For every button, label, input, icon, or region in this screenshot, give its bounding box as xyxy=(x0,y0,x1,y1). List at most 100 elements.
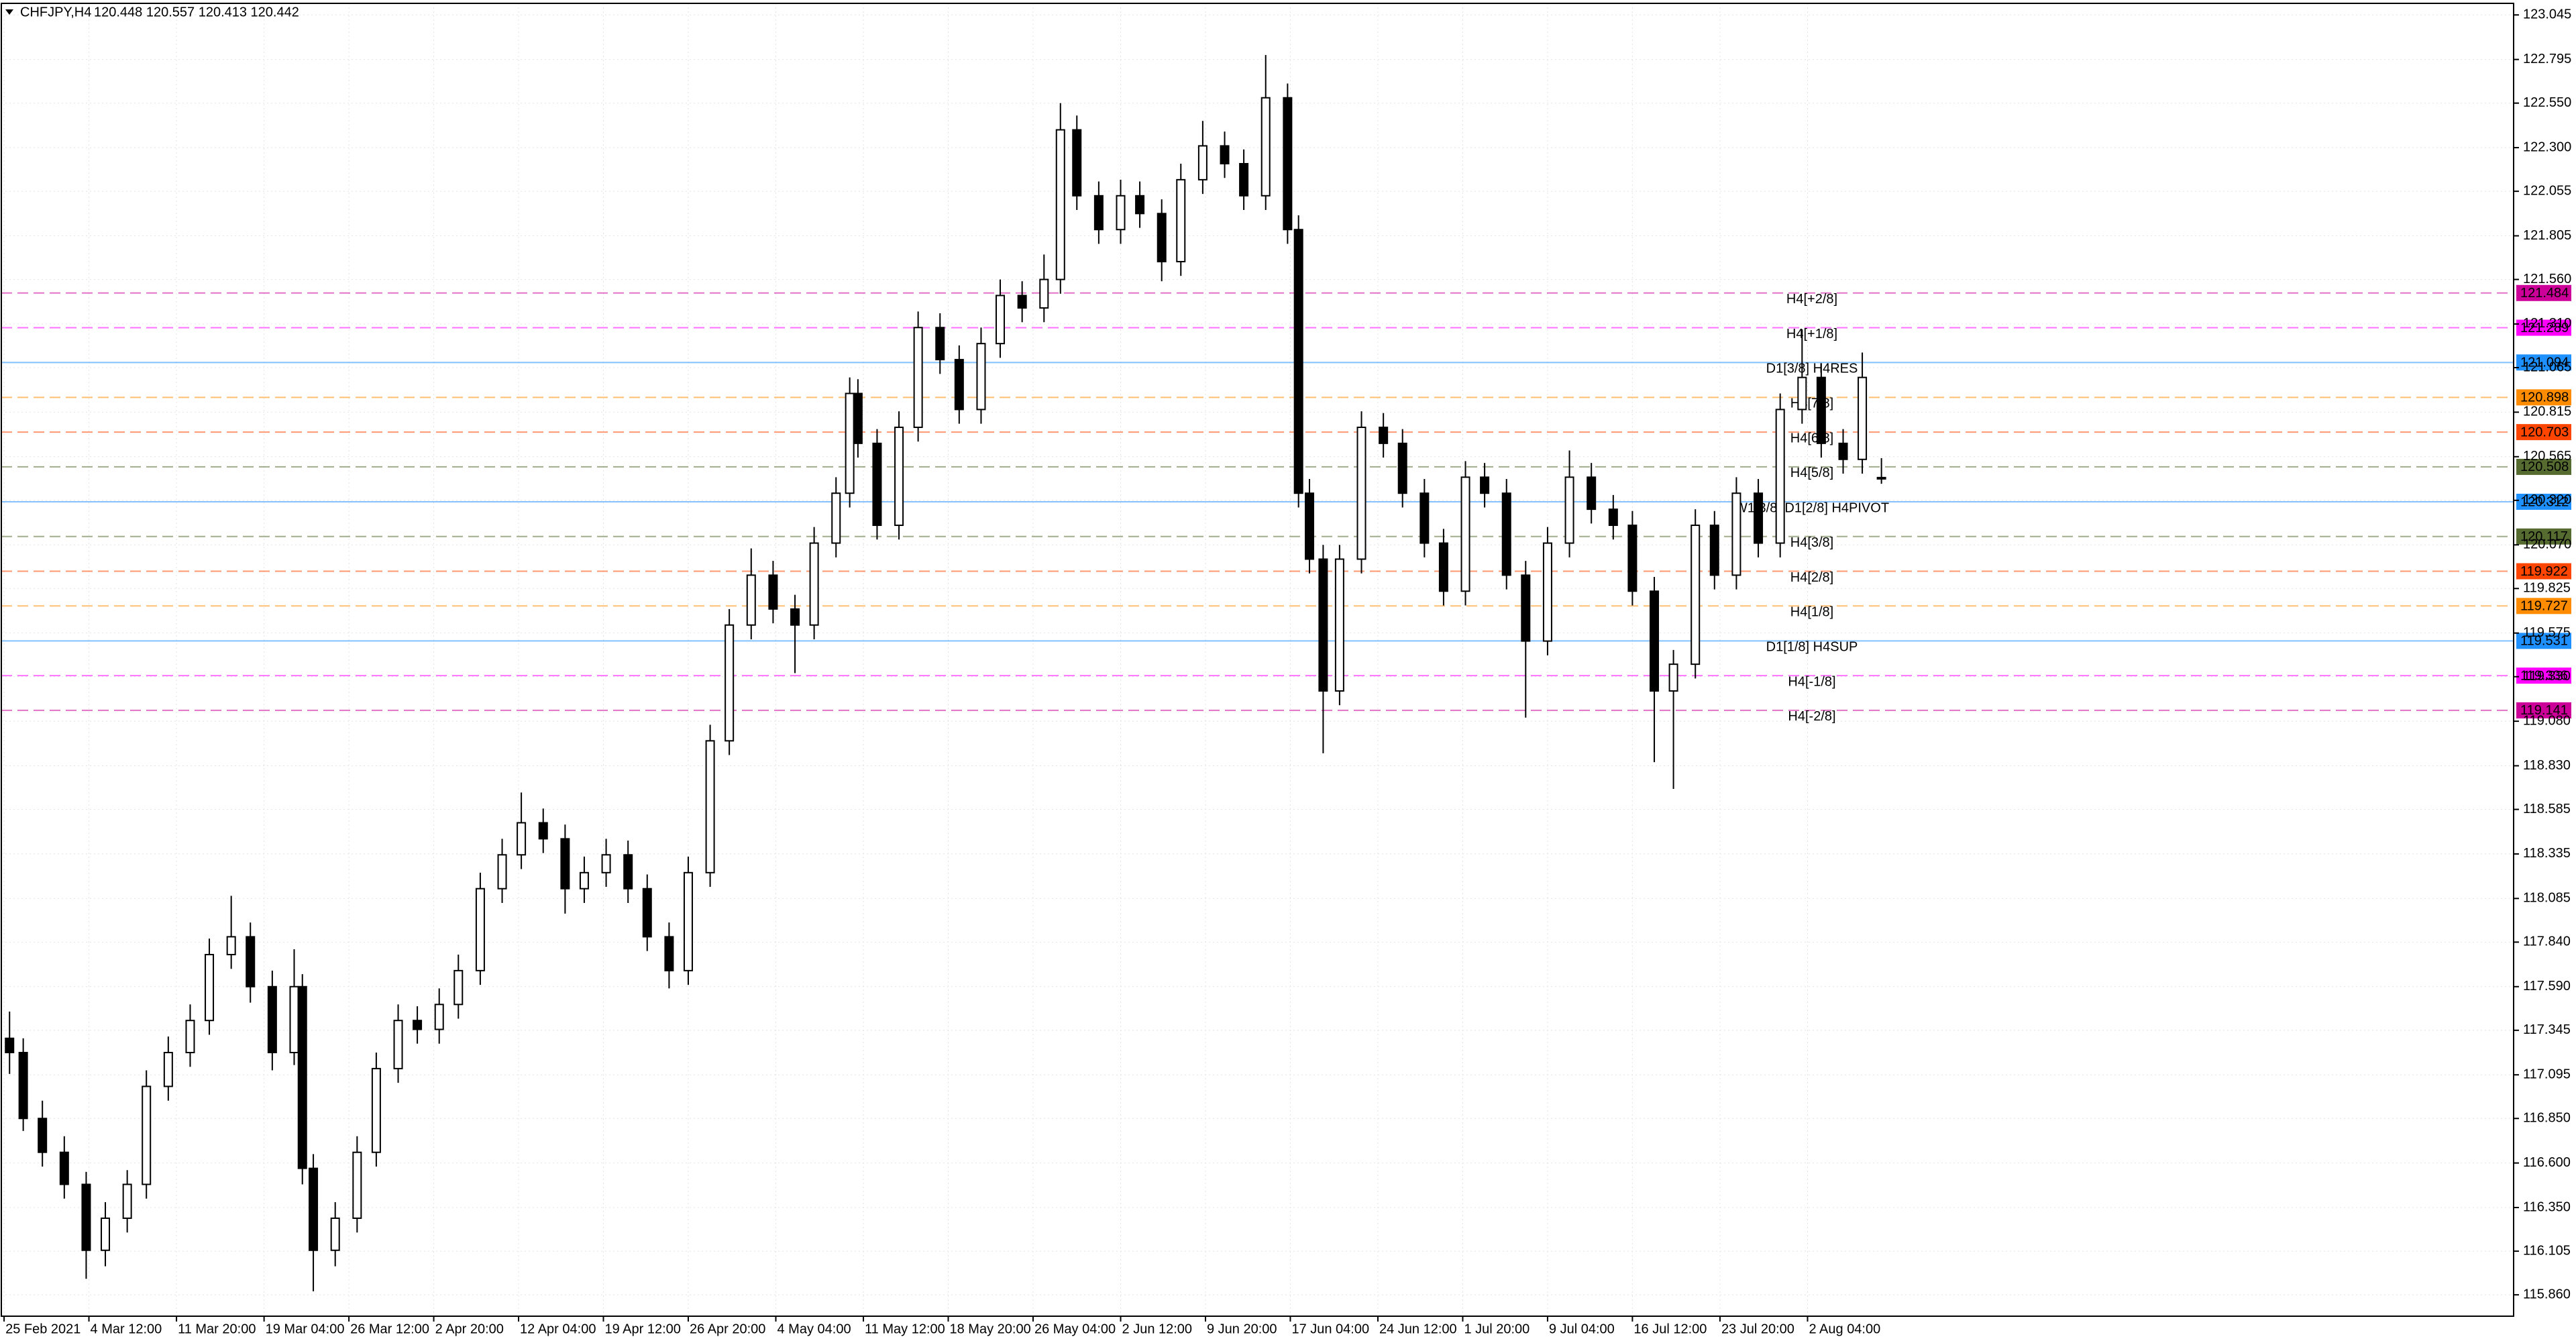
candle-body xyxy=(705,740,715,873)
candle-body xyxy=(18,1052,28,1120)
y-tick-label: 119.575 xyxy=(2523,625,2571,640)
candle-body xyxy=(434,1004,444,1030)
level-price: 121.094 xyxy=(2520,356,2569,370)
level-badge xyxy=(2516,633,2571,649)
x-tick-label: 17 Jun 04:00 xyxy=(1291,1322,1369,1336)
candle-body xyxy=(517,822,527,856)
level-badge xyxy=(2516,528,2571,545)
candle-body xyxy=(1608,508,1618,527)
candle-body xyxy=(1397,442,1407,494)
candle-body xyxy=(1480,476,1490,494)
x-tick-label: 26 May 04:00 xyxy=(1034,1322,1116,1336)
candle-body xyxy=(1542,542,1552,642)
x-tick-label: 16 Jul 12:00 xyxy=(1633,1322,1707,1336)
level-label: H4[6/8] xyxy=(1790,431,1833,445)
candle-body xyxy=(1460,476,1470,592)
candle-body xyxy=(352,1151,362,1219)
level-label: H4[2/8] xyxy=(1790,570,1833,585)
level-price: 119.727 xyxy=(2520,599,2568,614)
x-tick-label: 26 Mar 12:00 xyxy=(350,1322,429,1336)
level-label: D1[1/8] H4SUP xyxy=(1766,640,1858,655)
level-price: 119.141 xyxy=(2520,703,2568,718)
candle-body xyxy=(226,936,236,955)
candle-body xyxy=(1239,162,1249,197)
candle-body xyxy=(413,1020,423,1030)
levels: H4[+2/8] 121.484 H4[+1/8] 121.289 D1[3/8] H4… xyxy=(1,284,2571,724)
candle-body xyxy=(1731,492,1741,576)
candle-body xyxy=(1093,195,1104,231)
x-tick-label: 11 Mar 20:00 xyxy=(178,1322,256,1336)
y-tick-label: 117.345 xyxy=(2523,1022,2571,1037)
candle-body xyxy=(853,392,863,444)
candle-body xyxy=(1017,294,1027,309)
candle-body xyxy=(1135,195,1145,215)
candle-body xyxy=(1334,558,1344,692)
candle-body xyxy=(872,442,882,527)
grid xyxy=(1,3,2514,1316)
y-tick-label: 116.350 xyxy=(2523,1199,2571,1214)
y-tick-label: 117.840 xyxy=(2523,934,2571,949)
candle-body xyxy=(1627,525,1638,592)
candle-body xyxy=(976,343,986,411)
y-tick-label: 120.815 xyxy=(2523,405,2571,419)
candle-body xyxy=(497,854,507,890)
candle-body xyxy=(1668,663,1678,692)
candle-body xyxy=(664,936,674,971)
y-tick-label: 119.330 xyxy=(2523,669,2571,684)
candle-body xyxy=(746,574,756,626)
level-badge xyxy=(2516,284,2571,301)
candle-body xyxy=(330,1217,340,1251)
candle-body xyxy=(205,953,215,1022)
x-tick-label: 9 Jun 20:00 xyxy=(1207,1322,1277,1336)
candle-body xyxy=(642,888,652,938)
y-tick-label: 119.825 xyxy=(2523,581,2571,596)
candle-body xyxy=(1157,213,1167,263)
candle-body xyxy=(1305,492,1315,560)
x-tick-label: 26 Apr 20:00 xyxy=(690,1322,765,1336)
x-tick-label: 4 Mar 12:00 xyxy=(91,1322,162,1336)
level-label: H4[+2/8] xyxy=(1786,292,1837,307)
candle-body xyxy=(601,854,611,873)
candle-body xyxy=(371,1067,381,1153)
level-label: D1[3/8] H4RES xyxy=(1766,362,1858,376)
x-tick-label: 18 May 20:00 xyxy=(950,1322,1031,1336)
candle-body xyxy=(1690,525,1701,665)
x-tick-label: 24 Jun 12:00 xyxy=(1379,1322,1457,1336)
candle-body xyxy=(1775,409,1785,544)
candle-body xyxy=(1564,476,1574,544)
candle-body xyxy=(913,327,923,428)
candle-body xyxy=(1754,492,1764,544)
level-price: 121.289 xyxy=(2520,321,2569,335)
menu-arrow[interactable] xyxy=(5,9,13,15)
candle-body xyxy=(579,871,589,890)
symbol: CHFJPY,H4 xyxy=(20,5,91,19)
y-tick-label: 118.335 xyxy=(2523,846,2571,861)
candle-body xyxy=(845,392,855,494)
level-label: W1[3/8] D1[2/8] H4PIVOT xyxy=(1735,500,1889,515)
candle-body xyxy=(246,936,256,987)
candle-body xyxy=(163,1052,173,1087)
y-tick-label: 122.300 xyxy=(2523,140,2571,154)
level-label: H4[5/8] xyxy=(1790,466,1833,480)
level-badge xyxy=(2516,702,2571,718)
level-badge xyxy=(2516,319,2571,336)
x-tick-label: 9 Jul 04:00 xyxy=(1549,1322,1615,1336)
plot-frame xyxy=(1,3,2514,1317)
y-tick-label: 116.850 xyxy=(2523,1111,2571,1126)
candle-body xyxy=(81,1183,91,1251)
y-tick-label: 122.795 xyxy=(2523,52,2571,66)
candle-body xyxy=(185,1020,195,1054)
candles xyxy=(5,55,1886,1291)
y-tick-label: 120.320 xyxy=(2523,492,2571,507)
y-tick-label: 122.055 xyxy=(2523,183,2571,198)
candle-body xyxy=(538,822,548,840)
level-badge xyxy=(2516,667,2571,684)
level-price: 121.484 xyxy=(2520,286,2569,301)
candle-body xyxy=(1072,129,1082,197)
ohlc-text: 120.448 120.557 120.413 120.442 xyxy=(94,5,299,19)
candle-body xyxy=(1816,376,1826,444)
candle-body xyxy=(1858,376,1868,460)
level-price: 120.117 xyxy=(2520,529,2568,544)
candle-body xyxy=(724,624,735,742)
